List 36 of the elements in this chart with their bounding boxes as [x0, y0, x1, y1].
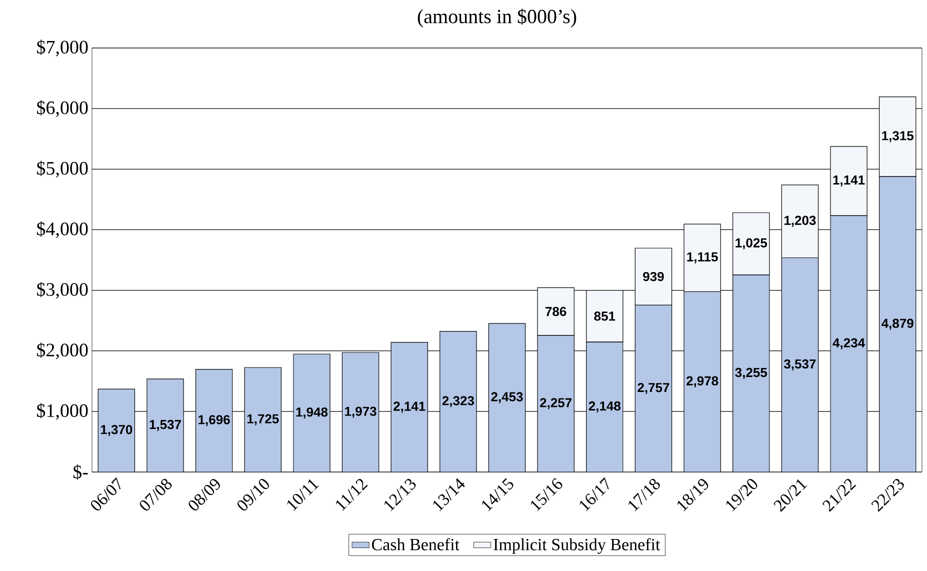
- data-label: 3,255: [735, 368, 768, 379]
- data-label: 2,141: [394, 402, 426, 413]
- data-label: 1,725: [247, 414, 279, 426]
- y-tick-label: $5,000: [37, 160, 88, 178]
- data-label: 1,948: [296, 407, 328, 419]
- data-label: 3,537: [784, 359, 816, 370]
- data-label: 4,234: [832, 338, 865, 350]
- data-label: 2,323: [442, 396, 474, 408]
- data-label: 1,141: [833, 176, 865, 186]
- y-tick-label: $3,000: [37, 282, 88, 299]
- data-label: 1,115: [687, 252, 718, 264]
- y-tick-label: $2,000: [37, 342, 88, 360]
- data-label: 2,757: [638, 382, 670, 394]
- data-label: 1,973: [345, 406, 376, 418]
- y-tick-label: $1,000: [37, 403, 88, 420]
- y-tick-label: $4,000: [37, 221, 88, 238]
- data-label: 939: [643, 272, 664, 282]
- data-label: 851: [594, 312, 616, 321]
- data-label: 2,453: [491, 392, 523, 404]
- data-label: 1,370: [100, 424, 132, 436]
- data-label: 4,879: [882, 318, 914, 330]
- data-label: 1,315: [882, 131, 914, 142]
- data-label: 1,203: [784, 216, 816, 227]
- legend-label: Implicit Subsidy Benefit: [494, 538, 660, 554]
- chart-title: (amounts in $000’s): [418, 8, 576, 28]
- data-label: 1,696: [198, 415, 230, 426]
- y-tick-label: $-: [73, 464, 88, 480]
- data-label: 2,978: [686, 376, 718, 388]
- legend-label: Cash Benefit: [372, 538, 460, 550]
- data-label: 1,537: [150, 420, 181, 431]
- data-label: 2,148: [588, 401, 621, 412]
- y-tick-label: $7,000: [37, 40, 88, 56]
- data-label: 786: [546, 306, 566, 316]
- data-label: 2,257: [540, 398, 572, 410]
- y-tick-label: $6,000: [37, 100, 88, 117]
- data-label: 1,025: [736, 238, 768, 250]
